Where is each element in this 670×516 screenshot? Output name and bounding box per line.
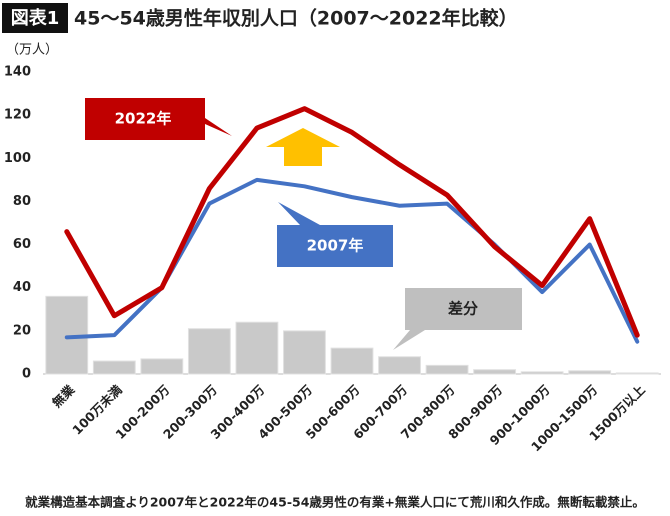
bar (378, 356, 421, 375)
y-tick-label: 60 (13, 237, 31, 252)
bar (425, 364, 469, 375)
callout-label: 差分 (448, 300, 478, 318)
y-tick-label: 140 (4, 65, 31, 80)
up-arrow (266, 128, 340, 166)
bar (235, 321, 279, 375)
footer: 就業構造基本調査より2007年と2022年の45-54歳男性の有業+無業人口にて… (25, 495, 645, 510)
callout-diff (393, 288, 522, 350)
bar (615, 372, 659, 375)
callout-2007 (277, 202, 393, 267)
y-tick-label: 40 (13, 280, 31, 295)
y-tick-label: 0 (22, 367, 31, 382)
figure-badge (2, 3, 68, 33)
bar (568, 370, 612, 375)
bar (330, 347, 374, 375)
line (64, 106, 640, 338)
y-tick-label: 80 (13, 194, 31, 209)
bar (140, 358, 184, 375)
y-tick-label: 100 (4, 151, 31, 166)
bar (283, 330, 326, 375)
bar (473, 369, 517, 375)
bar (92, 360, 136, 375)
callout-2022 (85, 98, 232, 140)
callout-label: 2007年 (307, 237, 364, 255)
bar (187, 328, 231, 375)
bar (520, 371, 564, 375)
y-tick-label: 120 (4, 108, 31, 123)
y-unit: （万人） (6, 43, 58, 58)
y-tick-label: 20 (13, 323, 31, 338)
chart-title: 45～54歳男性年収別人口（2007～2022年比較） (74, 7, 518, 30)
callout-label: 2022年 (115, 110, 172, 128)
figure-label: 図表1 (11, 7, 60, 29)
